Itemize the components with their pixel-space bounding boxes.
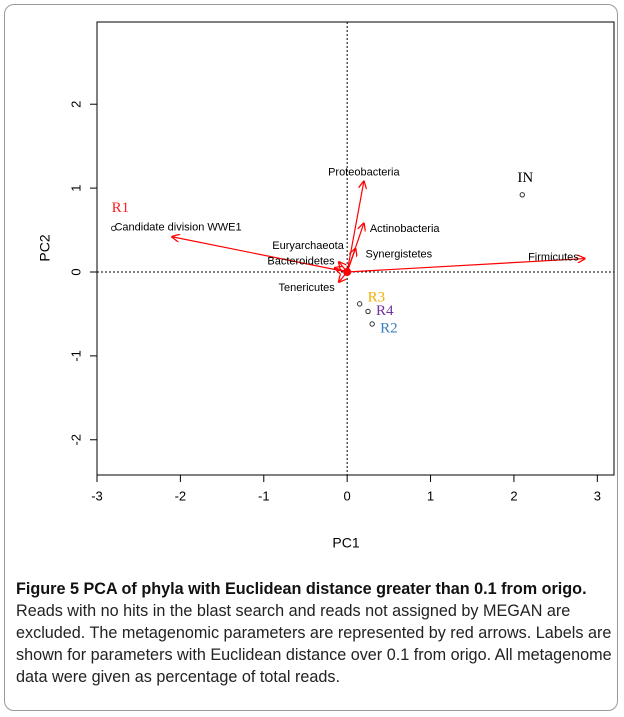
y-axis-label: PC2 xyxy=(37,234,53,261)
caption-label: Figure 5 xyxy=(16,580,79,598)
loading-arrow xyxy=(346,181,364,273)
x-tick-label: 1 xyxy=(427,488,434,503)
sample-point xyxy=(369,321,375,327)
caption-title: PCA of phyla with Euclidean distance gre… xyxy=(83,580,587,598)
caption: Figure 5 PCA of phyla with Euclidean dis… xyxy=(16,578,612,688)
sample-label: R3 xyxy=(368,289,386,305)
y-tick-label: 0 xyxy=(68,268,83,275)
origin-dot xyxy=(343,267,352,276)
sample-point xyxy=(110,225,117,232)
figure-frame xyxy=(4,4,618,711)
sample-label: R1 xyxy=(112,200,130,216)
loading-arrow xyxy=(347,259,585,273)
sample-label: R4 xyxy=(376,303,394,319)
arrow-label: Bacteroidetes xyxy=(267,256,335,268)
arrow-label: Proteobacteria xyxy=(328,166,400,178)
x-tick-label: 0 xyxy=(344,488,351,503)
arrow-label: Euryarchaeota xyxy=(272,240,344,252)
y-tick-label: -1 xyxy=(68,350,83,362)
arrow-label: Tenericutes xyxy=(279,282,336,294)
caption-text: Reads with no hits in the blast search a… xyxy=(16,602,612,686)
x-tick-label: -3 xyxy=(91,488,103,503)
sample-point xyxy=(365,308,371,315)
x-tick-label: 3 xyxy=(594,488,601,503)
loading-arrow xyxy=(172,237,348,273)
x-tick-label: 2 xyxy=(510,488,517,503)
arrow-label: Candidate division WWE1 xyxy=(114,222,241,234)
sample-point xyxy=(519,192,525,198)
y-tick-label: 1 xyxy=(68,184,83,191)
x-axis-label: PC1 xyxy=(332,535,359,551)
arrow-label: Firmicutes xyxy=(528,251,579,263)
sample-label: IN xyxy=(517,170,533,186)
sample-point xyxy=(356,301,363,307)
y-tick-label: 2 xyxy=(68,101,83,108)
arrow-label: Actinobacteria xyxy=(370,223,441,235)
y-tick-label: -2 xyxy=(68,434,83,446)
loading-arrow xyxy=(346,249,355,273)
plot-box xyxy=(96,21,615,476)
arrow-label: Synergistetes xyxy=(366,248,433,260)
sample-label: R2 xyxy=(380,320,398,336)
chart: PC1 PC2 -3 -2 -1 0 1 2 3 -2 -1 0 1 2 Candidate divis… xyxy=(37,21,615,551)
x-tick-label: -2 xyxy=(175,488,187,503)
x-tick-label: -1 xyxy=(258,488,270,503)
